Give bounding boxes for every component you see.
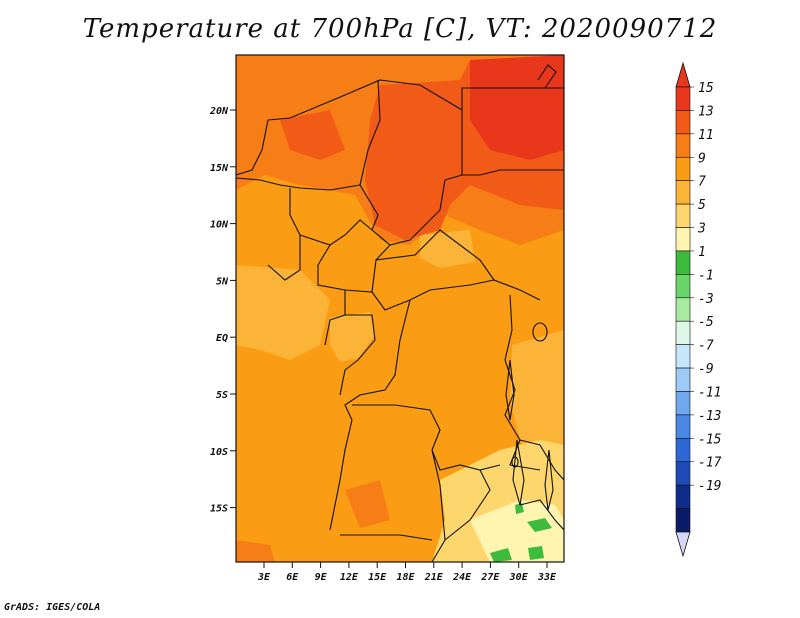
longitude-axis: 3E 6E 9E 12E 15E 18E 21E 24E 27E 30E 33E (257, 562, 557, 583)
colorbar-label: 15 (698, 81, 714, 96)
lon-tick-label: 27E (480, 572, 500, 583)
colorbar-label: -9 (698, 362, 714, 377)
field-mild-congo (330, 312, 375, 362)
colorbar-label: -17 (698, 456, 722, 471)
colorbar-label: -15 (698, 432, 722, 447)
colorbar-segment (675, 391, 691, 416)
colorbar-label: 11 (698, 128, 714, 143)
field-warmest (470, 55, 564, 160)
lat-tick-label: 15S (210, 504, 228, 515)
field-mild-east (510, 330, 564, 470)
lon-tick-label: 6E (286, 572, 299, 583)
colorbar-segment (675, 508, 691, 533)
field-green-patch-3 (528, 546, 544, 560)
lat-tick-label: 5N (216, 276, 229, 287)
field-mild-north (420, 230, 475, 268)
lon-tick-label: 12E (340, 572, 359, 583)
colorbar-label: 5 (698, 198, 706, 213)
field-warm-southwest (236, 540, 275, 562)
colorbar-segment (675, 344, 691, 369)
colorbar-label: -7 (698, 339, 714, 354)
lon-tick-label: 30E (509, 572, 529, 583)
colorbar-segment (675, 227, 691, 252)
map-frame (235, 54, 565, 563)
lat-tick-label: 15N (210, 163, 229, 174)
lon-tick-label: 3E (257, 572, 271, 583)
colorbar-segment (675, 110, 691, 135)
lon-tick-label: 15E (368, 572, 387, 583)
colorbar-label: 13 (698, 104, 714, 119)
lon-tick-label: 9E (315, 572, 328, 583)
lat-tick-label: 10N (210, 220, 229, 231)
latitude-axis: 20N 15N 10N 5N EQ 5S 10S 15S (209, 106, 236, 515)
colorbar-label: 1 (698, 245, 706, 260)
lat-tick-label: 20N (209, 106, 229, 117)
colorbar-label: -11 (698, 385, 721, 400)
colorbar: 15 13 11 9 7 5 3 1 -1 -3 -5 -7 -9 -11 -13 -15 -17 -19 (675, 61, 722, 558)
colorbar-segment (675, 133, 691, 158)
colorbar-segment (675, 414, 691, 439)
colorbar-label: 7 (698, 175, 706, 190)
grads-credit: GrADS: IGES/COLA (4, 602, 101, 613)
field-mild-west (236, 265, 330, 360)
colorbar-segment (675, 461, 691, 486)
lon-tick-label: 24E (452, 572, 472, 583)
colorbar-segment (675, 250, 691, 275)
colorbar-bottom-arrow (675, 531, 691, 558)
lon-tick-label: 33E (537, 572, 557, 583)
colorbar-segment (675, 274, 691, 299)
colorbar-segment (675, 438, 691, 463)
colorbar-segment (675, 297, 691, 322)
colorbar-top-arrow (675, 61, 691, 88)
field-green-patch-4 (515, 503, 524, 514)
field-warm-south (345, 480, 390, 528)
lat-tick-label: EQ (216, 333, 228, 344)
field-green-patch-1 (527, 518, 552, 532)
colorbar-label: -1 (698, 268, 714, 283)
colorbar-label: -5 (698, 315, 714, 330)
colorbar-segment (675, 86, 691, 111)
colorbar-segment (675, 320, 691, 345)
colorbar-label: 9 (698, 151, 706, 166)
colorbar-segment (675, 180, 691, 205)
lon-tick-label: 21E (424, 572, 444, 583)
field-very-warm-west (280, 110, 345, 160)
lon-tick-label: 18E (396, 572, 415, 583)
field-green-patch-2 (490, 548, 512, 562)
colorbar-segment (675, 203, 691, 228)
colorbar-label: -3 (698, 292, 714, 307)
colorbar-segment (675, 156, 691, 181)
lat-tick-label: 5S (216, 390, 228, 401)
lake-outlines (505, 322, 554, 511)
colorbar-label: 3 (697, 222, 706, 237)
colorbar-label: -19 (698, 479, 721, 494)
colorbar-segment (675, 367, 691, 392)
temperature-field (236, 55, 564, 562)
colorbar-segment (675, 484, 691, 509)
map-title: Temperature at 700hPa [C], VT: 202009071… (82, 14, 718, 44)
colorbar-label: -13 (698, 409, 721, 424)
lat-tick-label: 10S (210, 447, 228, 458)
country-borders (236, 64, 564, 562)
